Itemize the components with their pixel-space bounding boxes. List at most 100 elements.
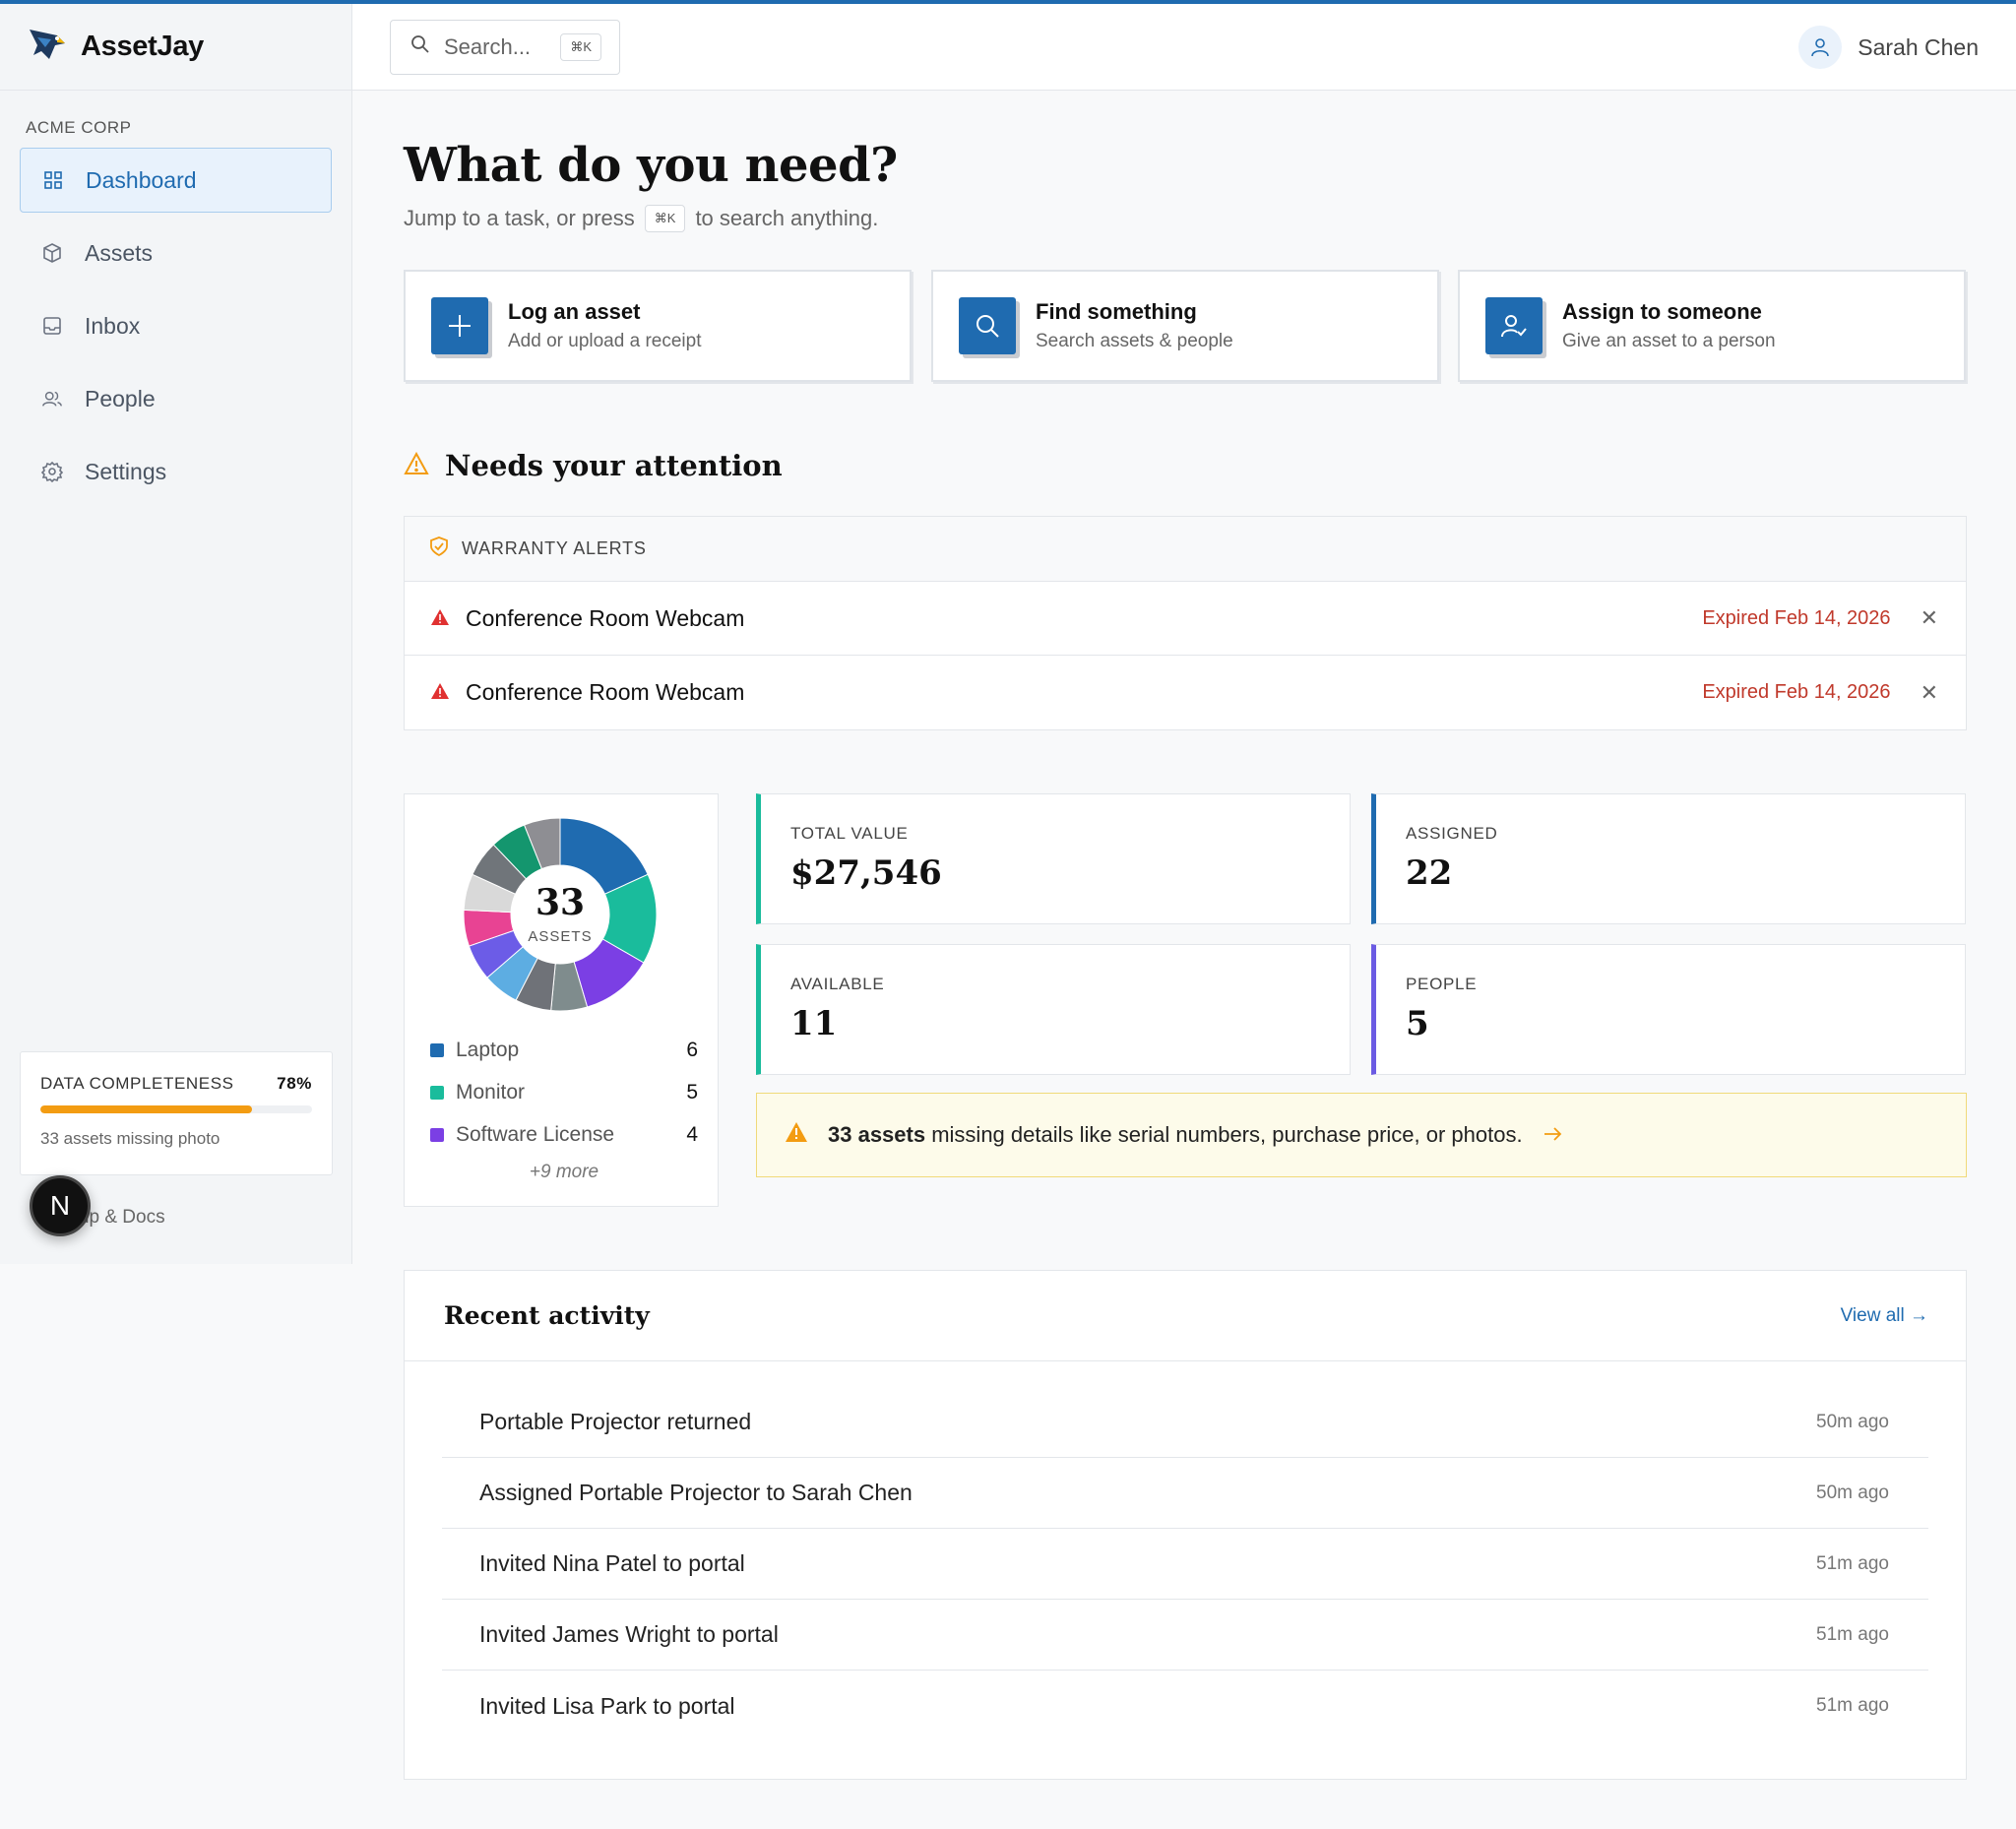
stat-total-value[interactable]: TOTAL VALUE $27,546 [756, 793, 1351, 924]
warning-triangle-icon [404, 451, 429, 480]
legend-item: Laptop 6 [430, 1029, 698, 1071]
legend-name: Laptop [456, 1038, 520, 1061]
search-icon [959, 297, 1016, 354]
user-check-icon [1485, 297, 1543, 354]
alert-asset-name: Conference Room Webcam [466, 604, 745, 631]
missing-details-notice[interactable]: 33 assets missing details like serial nu… [756, 1093, 1967, 1177]
shield-check-icon [430, 536, 448, 561]
sidebar-item-inbox[interactable]: Inbox [20, 293, 332, 358]
attention-header: Needs your attention [404, 449, 783, 482]
completeness-label: DATA COMPLETENESS [40, 1074, 234, 1093]
assign-someone-card[interactable]: Assign to someone Give an asset to a per… [1458, 270, 1966, 382]
sidebar-item-people[interactable]: People [20, 366, 332, 431]
stat-value: 22 [1406, 853, 1453, 893]
user-icon [1798, 26, 1843, 69]
page-title: What do you need? [404, 138, 898, 193]
n-avatar-badge[interactable]: N [30, 1175, 91, 1236]
arrow-right-icon [1543, 1122, 1562, 1148]
sidebar-item-dashboard[interactable]: Dashboard [20, 148, 332, 213]
activity-text: Invited Nina Patel to portal [479, 1550, 745, 1576]
box-icon [41, 242, 63, 264]
alert-status: Expired Feb 14, 2026 [1702, 681, 1891, 703]
stat-label: ASSIGNED [1406, 824, 1498, 843]
user-menu[interactable]: Sarah Chen [1798, 26, 1979, 69]
subtitle-text-before: Jump to a task, or press [404, 206, 635, 230]
legend-item: Software License 4 [430, 1113, 698, 1156]
notice-body: missing details like serial numbers, pur… [931, 1122, 1523, 1147]
stat-assigned[interactable]: ASSIGNED 22 [1371, 793, 1966, 924]
activity-time: 50m ago [1816, 1482, 1889, 1503]
action-title: Assign to someone [1562, 299, 1762, 324]
activity-row[interactable]: Portable Projector returned 50m ago [442, 1387, 1928, 1458]
org-name: ACME CORP [26, 118, 132, 137]
activity-row[interactable]: Invited Lisa Park to portal 51m ago [442, 1671, 1928, 1741]
sidebar-nav: Dashboard Assets Inbox People Settings [0, 148, 351, 504]
sidebar-item-label: Assets [85, 239, 154, 266]
completeness-progress-fill [40, 1105, 253, 1113]
alerts-header-label: WARRANTY ALERTS [462, 538, 647, 558]
stat-people[interactable]: PEOPLE 5 [1371, 944, 1966, 1075]
search-placeholder: Search... [444, 34, 532, 59]
subtitle-text-after: to search anything. [695, 206, 879, 230]
alert-row[interactable]: Conference Room Webcam Expired Feb 14, 2… [405, 582, 1966, 656]
plus-icon [431, 297, 488, 354]
legend-value: 4 [686, 1122, 698, 1146]
stat-available[interactable]: AVAILABLE 11 [756, 944, 1351, 1075]
activity-time: 51m ago [1816, 1623, 1889, 1645]
action-title: Log an asset [508, 299, 641, 324]
dismiss-close-icon[interactable]: ✕ [1920, 605, 1938, 630]
sidebar-item-label: People [85, 385, 156, 411]
inbox-icon [41, 315, 63, 337]
donut-svg [463, 817, 658, 1012]
log-asset-card[interactable]: Log an asset Add or upload a receipt [404, 270, 912, 382]
legend-item: Monitor 5 [430, 1071, 698, 1113]
legend-value: 5 [686, 1080, 698, 1104]
logo[interactable]: AssetJay [0, 4, 351, 91]
action-subtitle: Give an asset to a person [1562, 331, 1776, 351]
activity-row[interactable]: Assigned Portable Projector to Sarah Che… [442, 1458, 1928, 1529]
bird-logo-icon [28, 26, 67, 68]
stat-value: 5 [1406, 1004, 1429, 1043]
legend-value: 6 [686, 1038, 698, 1061]
alert-triangle-icon [430, 605, 450, 632]
find-something-card[interactable]: Find something Search assets & people [931, 270, 1439, 382]
activity-list: Portable Projector returned 50m ago Assi… [405, 1361, 1966, 1741]
completeness-percent: 78% [277, 1074, 312, 1093]
alert-status: Expired Feb 14, 2026 [1702, 606, 1891, 629]
activity-text: Assigned Portable Projector to Sarah Che… [479, 1480, 913, 1505]
notice-text: 33 assets missing details like serial nu… [828, 1122, 1523, 1148]
data-completeness-card[interactable]: DATA COMPLETENESS 78% 33 assets missing … [20, 1051, 333, 1175]
activity-row[interactable]: Invited Nina Patel to portal 51m ago [442, 1529, 1928, 1600]
page-subtitle: Jump to a task, or press ⌘K to search an… [404, 205, 878, 232]
donut-total: 33 [535, 881, 586, 923]
subtitle-shortcut-key: ⌘K [644, 205, 686, 232]
completeness-note: 33 assets missing photo [40, 1129, 220, 1148]
dismiss-close-icon[interactable]: ✕ [1920, 679, 1938, 705]
people-icon [41, 388, 63, 410]
alerts-header: WARRANTY ALERTS [405, 517, 1966, 582]
sidebar-item-label: Inbox [85, 312, 141, 339]
warning-triangle-icon [785, 1121, 808, 1149]
asset-breakdown-card: 33 ASSETS Laptop 6 Monitor 5 Software Li… [404, 793, 719, 1207]
activity-time: 50m ago [1816, 1411, 1889, 1432]
attention-title: Needs your attention [445, 449, 783, 482]
activity-header: Recent activity View all → [405, 1271, 1966, 1361]
stat-value: 11 [790, 1004, 838, 1043]
search-box[interactable]: Search... ⌘K [390, 20, 620, 75]
donut-slice-other-8[interactable] [523, 817, 561, 870]
recent-activity-panel: Recent activity View all → Portable Proj… [404, 1270, 1967, 1780]
view-all-link[interactable]: View all → [1840, 1304, 1928, 1326]
legend-more-link[interactable]: +9 more [529, 1162, 599, 1182]
search-shortcut-key: ⌘K [560, 33, 601, 61]
activity-title: Recent activity [444, 1301, 650, 1330]
sidebar-item-settings[interactable]: Settings [20, 439, 332, 504]
stat-label: TOTAL VALUE [790, 824, 909, 843]
legend-swatch [430, 1127, 444, 1142]
activity-time: 51m ago [1816, 1552, 1889, 1574]
sidebar-item-assets[interactable]: Assets [20, 221, 332, 285]
activity-text: Invited Lisa Park to portal [479, 1692, 735, 1719]
sidebar: AssetJay ACME CORP Dashboard Assets Inbo… [0, 4, 352, 1264]
activity-row[interactable]: Invited James Wright to portal 51m ago [442, 1600, 1928, 1671]
alert-row[interactable]: Conference Room Webcam Expired Feb 14, 2… [405, 656, 1966, 729]
top-header: Search... ⌘K Sarah Chen [352, 4, 2016, 91]
